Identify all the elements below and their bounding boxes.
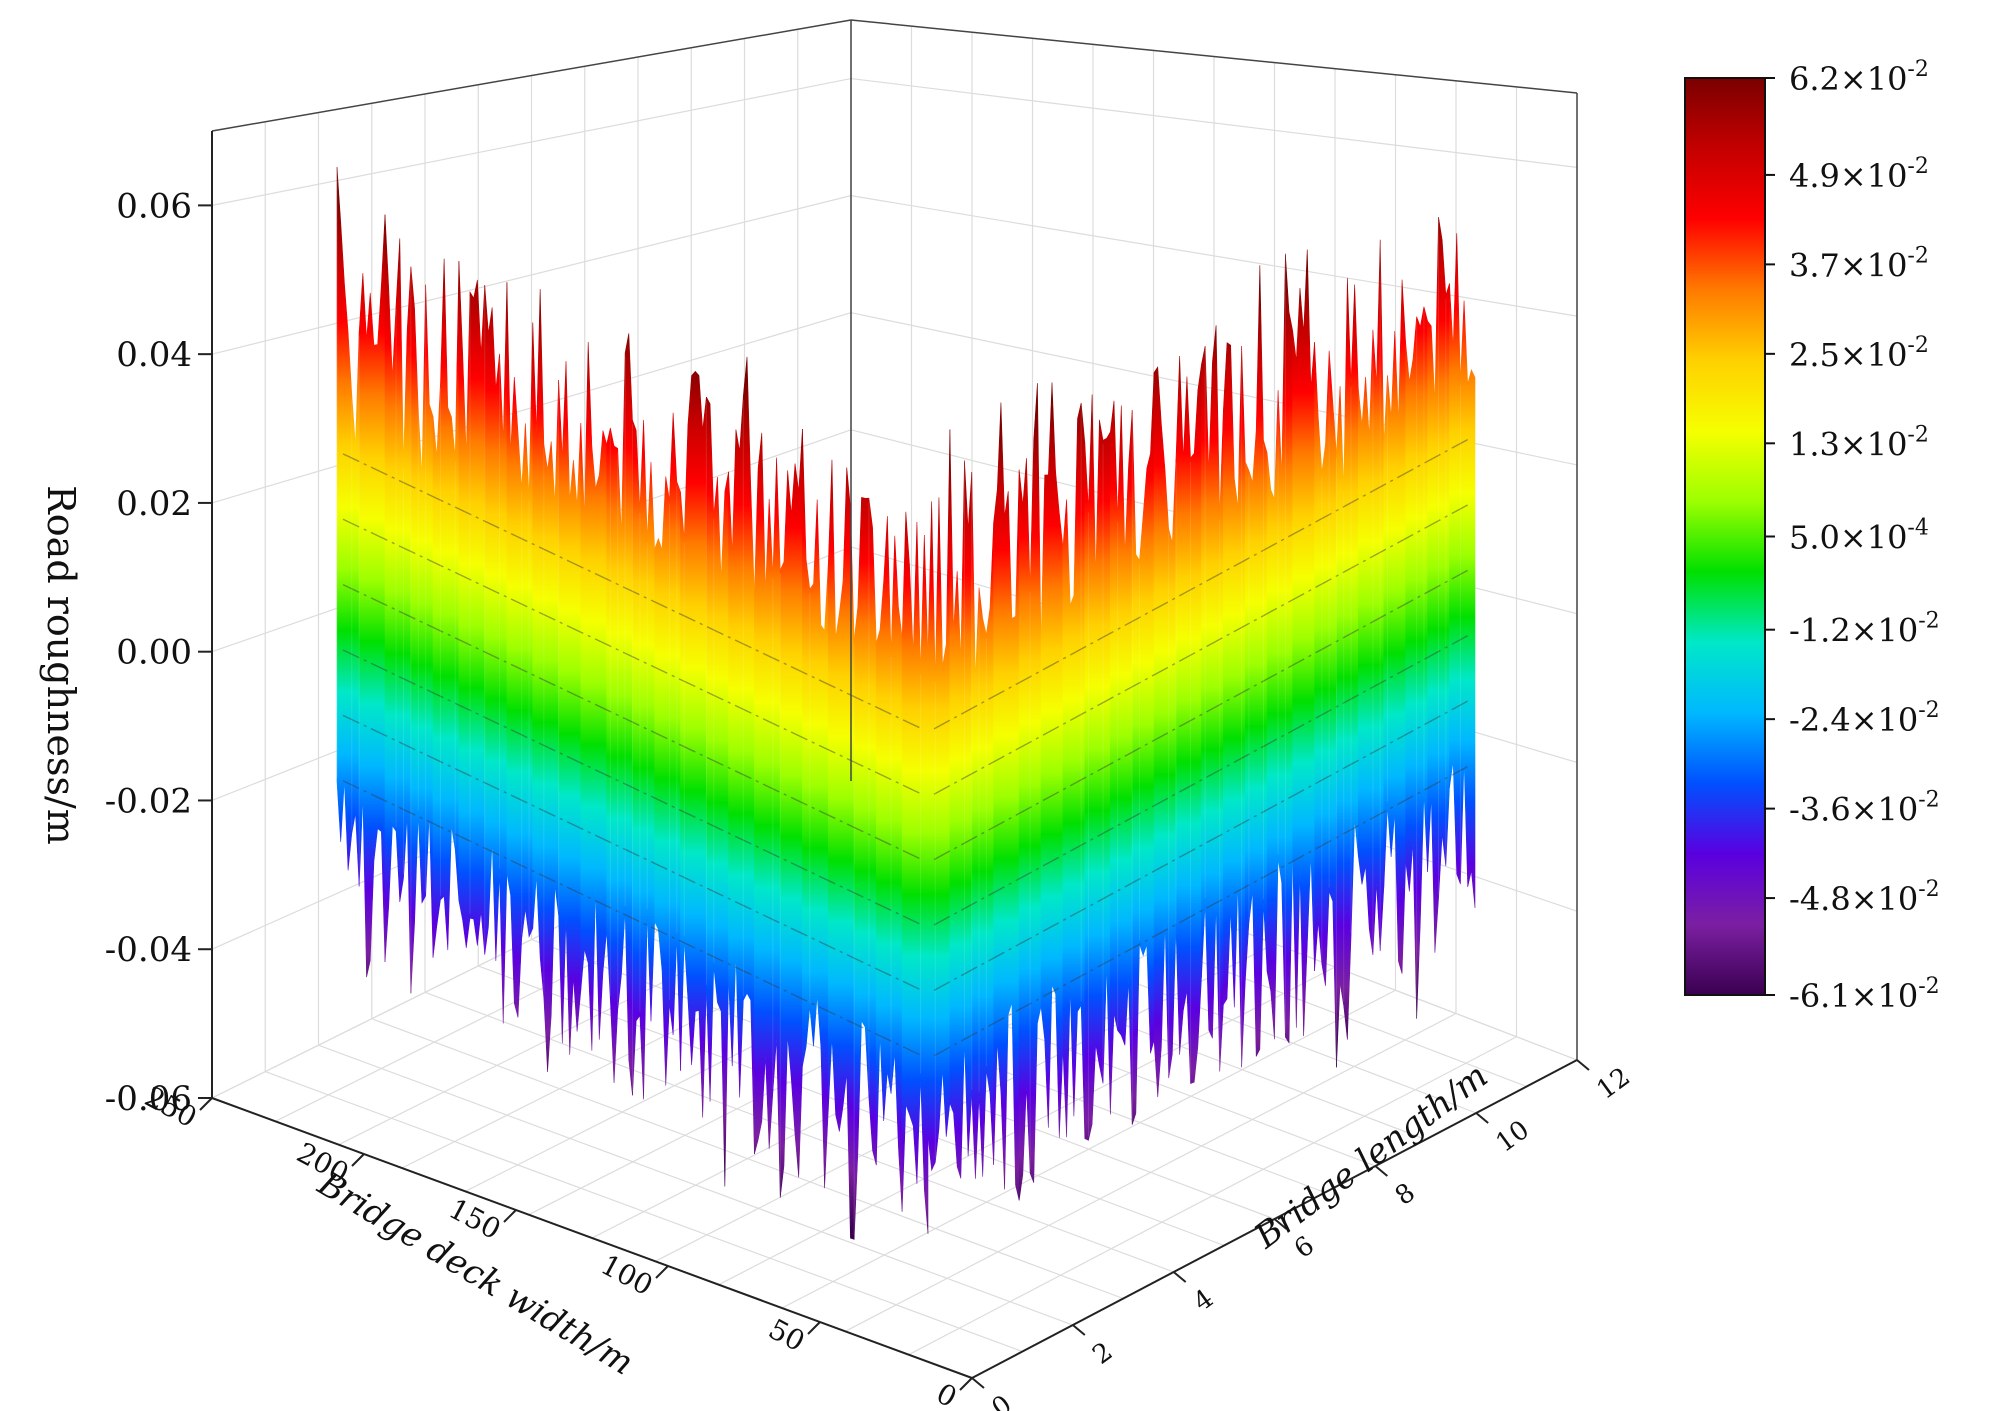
x-tick (807, 1321, 821, 1335)
colorbar-label: 6.2×10-2 (1789, 57, 1929, 98)
y-tick-label: 2 (1087, 1337, 1118, 1371)
z-tick-label: 0.04 (116, 335, 192, 375)
surface-slice (632, 419, 655, 1100)
y-tick-label: 4 (1188, 1284, 1219, 1318)
y-tick-label: 10 (1491, 1115, 1535, 1159)
contour-line (342, 583, 923, 861)
colorbar-gradient (1684, 77, 1766, 996)
x-tick (655, 1265, 669, 1279)
surface-slice (1292, 249, 1315, 1037)
colorbar-label: 2.5×10-2 (1789, 333, 1929, 374)
surface-slice (1449, 233, 1476, 908)
colorbar-label: -2.4×10-2 (1789, 698, 1940, 739)
contour-line (342, 453, 923, 730)
z-tick-label: -0.04 (105, 930, 192, 970)
surface-slice (358, 214, 386, 978)
x-tick (351, 1153, 365, 1167)
z-tick-label: -0.06 (105, 1079, 192, 1119)
contour-line (342, 714, 923, 992)
y-tick (1475, 1112, 1489, 1124)
contour-line (342, 518, 923, 795)
y-tick-label: 0 (986, 1390, 1017, 1411)
grid-line (908, 1036, 1517, 1356)
contour-line (933, 765, 1470, 1057)
contour-line (933, 634, 1470, 926)
colorbar-label: 1.3×10-2 (1789, 422, 1929, 463)
grid-line (211, 77, 852, 206)
surface-slice (949, 429, 973, 1179)
colorbar-label: 5.0×10-4 (1789, 516, 1929, 557)
contour-line (342, 649, 923, 926)
x-tick (959, 1377, 973, 1391)
y-tick (971, 1377, 985, 1389)
surface-slice (384, 214, 412, 994)
y-tick (1576, 1059, 1590, 1071)
y-tick (1374, 1165, 1388, 1177)
x-tick-label: 50 (763, 1312, 810, 1358)
colorbar-label: -6.1×10-2 (1789, 974, 1940, 1015)
surface-slice (706, 396, 729, 1187)
surface-slice (1040, 382, 1064, 1138)
y-tick (1173, 1271, 1187, 1283)
surface-slice (779, 428, 803, 1198)
y-tick-label: 8 (1390, 1178, 1421, 1212)
surface-slice (993, 402, 1020, 1201)
surface-face-length (927, 216, 1476, 1201)
contour-line (933, 438, 1470, 730)
surface-slice (827, 459, 855, 1240)
contour-line (933, 503, 1470, 795)
colorbar: 6.2×10-2 4.9×10-2 3.7×10-2 2.5×10-2 1.3×10-2… (1684, 57, 1940, 1015)
surface-slice (458, 261, 486, 955)
y-tick (1273, 1218, 1288, 1230)
surface-slice (875, 516, 903, 1212)
colorbar-label: 3.7×10-2 (1789, 243, 1929, 284)
x-axis-title: Bridge deck width/m (310, 1163, 640, 1383)
z-tick-label: 0.00 (116, 633, 192, 673)
z-tick-label: 0.06 (116, 186, 192, 226)
grid-line (850, 77, 1578, 168)
x-tick (199, 1097, 213, 1111)
colorbar-label: -4.8×10-2 (1789, 877, 1940, 918)
surface-slice (927, 429, 951, 1172)
surface-slice (410, 266, 434, 994)
box-edge (211, 19, 852, 132)
grid-line (211, 195, 852, 355)
surface-slice (853, 496, 877, 1240)
y-tick-label: 12 (1591, 1062, 1635, 1106)
contour-line (342, 780, 923, 1057)
surface-layer (336, 166, 1476, 1240)
surface-slice (1336, 278, 1359, 1068)
surface-slice (1314, 342, 1337, 1068)
contour-line (933, 568, 1470, 861)
contour-line (933, 699, 1470, 992)
colorbar-label: -1.2×10-2 (1789, 609, 1940, 650)
surface-slice (1110, 400, 1133, 1125)
z-tick-label: -0.02 (105, 781, 192, 821)
surface-slice (558, 361, 582, 1055)
surface-slice (971, 472, 994, 1179)
surface-slice (336, 166, 360, 887)
y-tick (1072, 1324, 1086, 1336)
surface-slice (1153, 366, 1177, 1098)
z-axis-title: Road roughness/m (39, 485, 83, 845)
surface-slice (1266, 253, 1293, 1044)
box-edge (850, 19, 1578, 94)
colorbar-label: -3.6×10-2 (1789, 788, 1940, 829)
surface-slice (754, 432, 781, 1198)
z-tick-label: 0.02 (116, 484, 192, 524)
x-tick-label: 100 (596, 1248, 659, 1302)
surface-slice (901, 511, 929, 1234)
surface-slice (1175, 355, 1202, 1084)
surface-slice (728, 356, 755, 1155)
x-tick-label: 0 (931, 1377, 962, 1411)
x-tick (503, 1209, 517, 1223)
colorbar-label: 4.9×10-2 (1789, 154, 1929, 195)
x-axis-line (211, 1097, 973, 1379)
surface-face-width (336, 166, 929, 1240)
